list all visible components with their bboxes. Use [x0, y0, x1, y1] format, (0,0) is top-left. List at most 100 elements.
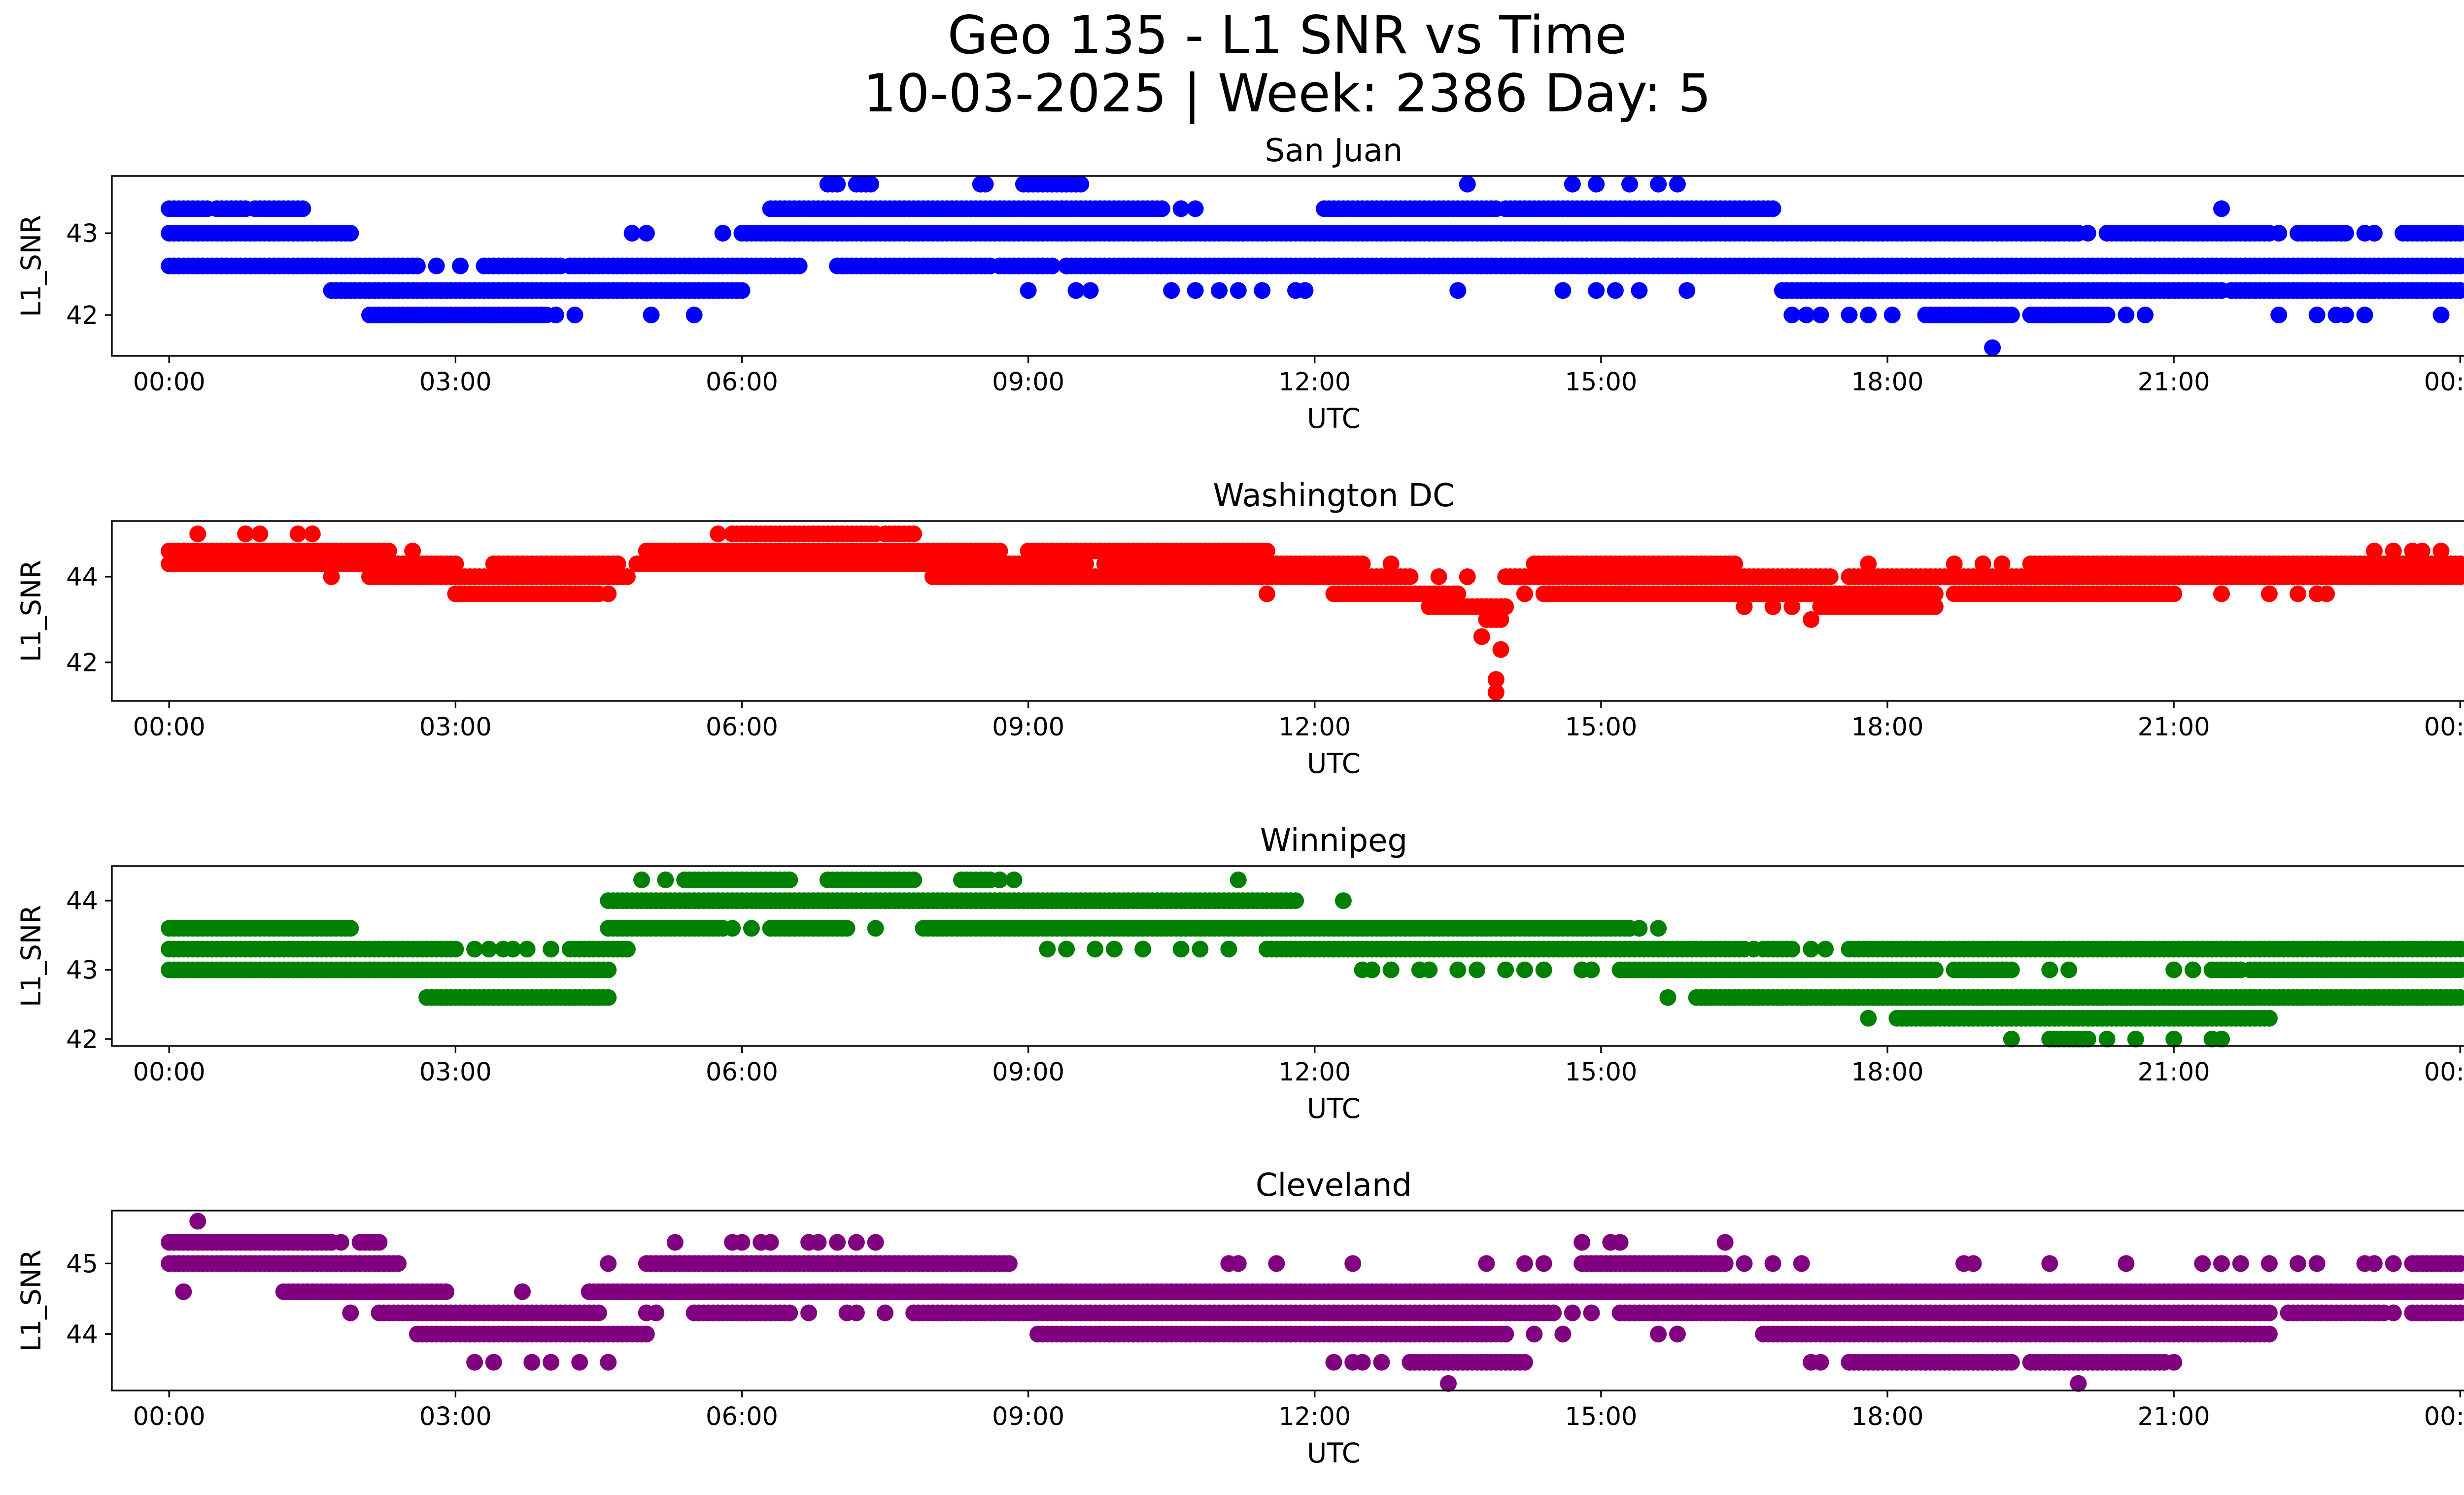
x-tick-label: 21:00 [2138, 1058, 2210, 1087]
data-point [1449, 282, 1467, 299]
subplot-title: Washington DC [1213, 478, 1454, 514]
data-point [1230, 282, 1247, 299]
data-point [1258, 542, 1275, 559]
data-point [1764, 598, 1781, 615]
scatter-series [161, 525, 2464, 701]
data-point [1497, 961, 1514, 978]
data-point [2213, 585, 2230, 602]
data-point [666, 1234, 684, 1251]
data-point [342, 920, 359, 937]
data-point [1946, 555, 1963, 572]
data-point [1745, 940, 1762, 958]
data-point [1516, 1255, 1533, 1272]
data-point [1449, 961, 1467, 978]
data-point [643, 307, 660, 323]
data-point [2079, 1031, 2096, 1047]
data-point [1516, 585, 1533, 602]
data-point [480, 940, 498, 958]
x-tick-label: 00:00 [2424, 1058, 2464, 1087]
data-point [504, 940, 521, 958]
x-tick-label: 21:00 [2138, 368, 2210, 397]
y-tick-label: 42 [66, 649, 98, 678]
data-point [2251, 940, 2268, 958]
data-point [1926, 961, 1944, 978]
data-point [1268, 1255, 1285, 1272]
data-point [566, 307, 583, 323]
data-point [1497, 598, 1514, 615]
data-point [1297, 282, 1314, 299]
data-point [2270, 307, 2288, 323]
x-tick-label: 09:00 [992, 713, 1064, 742]
data-point [1087, 940, 1104, 958]
subplot-title: San Juan [1265, 133, 1403, 169]
plot-frame [111, 520, 2464, 702]
data-point [1077, 555, 1094, 572]
data-point [2452, 555, 2464, 572]
data-point [743, 920, 760, 937]
data-point [1860, 555, 1877, 572]
data-point [2213, 200, 2230, 217]
data-point [289, 525, 307, 543]
data-point [404, 542, 421, 559]
data-point [1736, 1255, 1753, 1272]
data-point [838, 920, 856, 937]
subplot-title: Cleveland [1256, 1167, 1412, 1204]
x-tick-label: 12:00 [1278, 1058, 1351, 1087]
figure-title-line1: Geo 135 - L1 SNR vs Time [947, 5, 1627, 66]
data-point [371, 1234, 388, 1251]
data-point [2337, 307, 2354, 323]
data-point [1588, 282, 1605, 299]
data-point [175, 1283, 192, 1300]
data-point [619, 568, 636, 585]
data-point [323, 568, 340, 585]
data-point [1258, 585, 1275, 602]
data-point [1783, 307, 1801, 323]
data-point [251, 525, 269, 543]
x-tick-label: 06:00 [706, 1058, 778, 1087]
data-point [724, 920, 741, 937]
data-point [2213, 1031, 2230, 1047]
data-point [1554, 282, 1572, 299]
data-point [2098, 307, 2116, 323]
data-point [294, 200, 311, 217]
data-point [1421, 961, 1438, 978]
data-point [1163, 282, 1180, 299]
data-point [2318, 940, 2335, 958]
data-point [1254, 282, 1271, 299]
data-point [390, 1255, 407, 1272]
x-tick-label: 15:00 [1565, 713, 1637, 742]
data-point [2003, 1031, 2020, 1047]
data-point [2385, 1255, 2402, 1272]
data-point [304, 525, 321, 543]
data-point [518, 940, 536, 958]
x-tick-label: 12:00 [1278, 713, 1351, 742]
data-point [1082, 282, 1099, 299]
x-tick-label: 15:00 [1565, 1058, 1637, 1087]
data-point [2003, 307, 2020, 323]
data-point [862, 175, 879, 193]
data-point [2365, 542, 2383, 559]
data-point [1764, 1255, 1781, 1272]
x-tick-label: 15:00 [1565, 368, 1637, 397]
x-tick-label: 00:00 [133, 1058, 205, 1087]
data-point [600, 1255, 617, 1272]
data-point [1192, 940, 1209, 958]
data-point [1764, 200, 1781, 217]
data-point [2308, 307, 2326, 323]
x-tick-label: 00:00 [133, 368, 205, 397]
data-point [781, 871, 798, 889]
data-point [1793, 1255, 1810, 1272]
data-point [609, 555, 626, 572]
x-tick-label: 18:00 [1851, 713, 1924, 742]
data-point [1449, 585, 1467, 602]
data-point [991, 542, 1008, 559]
data-point [1344, 1255, 1362, 1272]
subplot-title: Winnipeg [1260, 823, 1407, 859]
data-point [1044, 257, 1061, 275]
x-tick-label: 09:00 [992, 368, 1064, 397]
data-point [2118, 307, 2135, 323]
data-point [829, 1234, 846, 1251]
data-point [1883, 307, 1901, 323]
